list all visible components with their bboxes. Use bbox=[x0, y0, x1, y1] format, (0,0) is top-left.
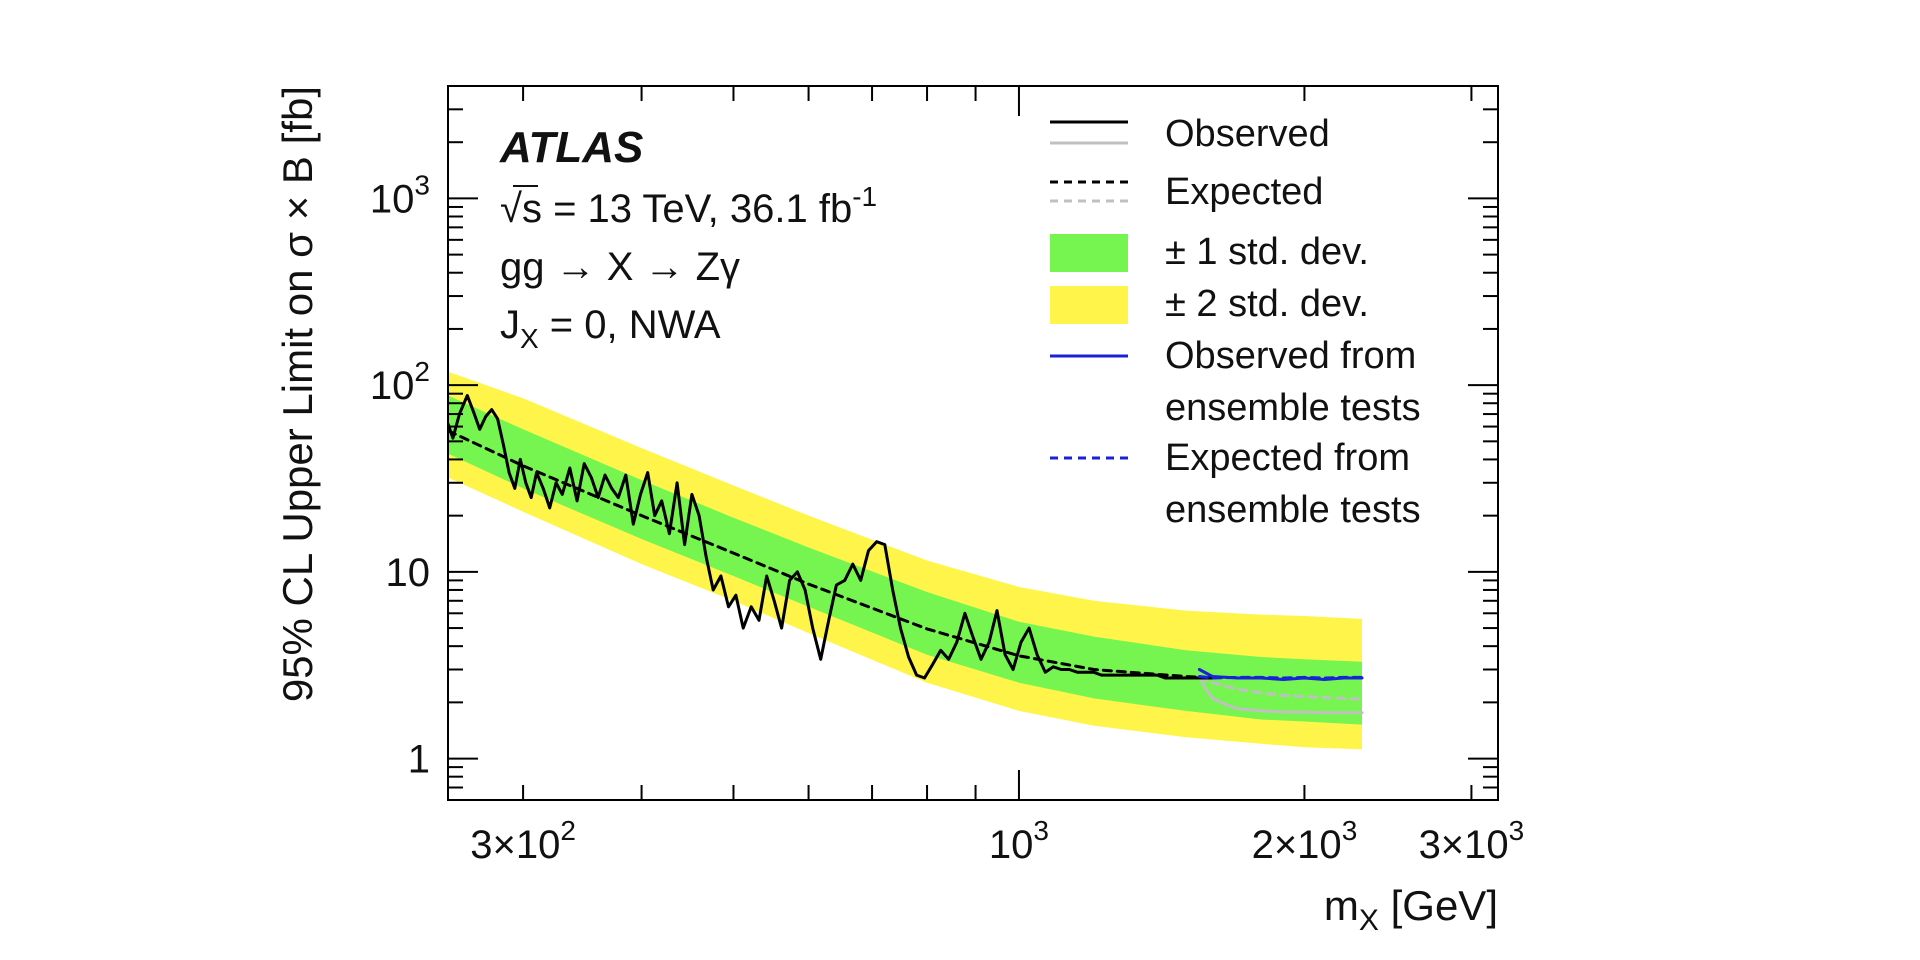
energy-lumi-label: √s = 13 TeV, 36.1 fb-1 bbox=[500, 181, 877, 231]
process-label: gg → X → Zγ bbox=[500, 245, 740, 289]
y-axis-label: 95% CL Upper Limit on σ × B [fb] bbox=[274, 86, 321, 702]
legend: Observed Expected ± 1 std. dev. ± 2 std.… bbox=[1050, 113, 1421, 531]
legend-label-observed-ensemble-2: ensemble tests bbox=[1165, 387, 1421, 429]
plot-frame bbox=[447, 85, 1499, 801]
series-observed bbox=[448, 394, 1214, 680]
y-tick-label: 1 bbox=[408, 738, 430, 782]
experiment-label: ATLAS bbox=[499, 123, 643, 172]
limit-curves bbox=[448, 394, 1364, 715]
legend-label-one-sigma: ± 1 std. dev. bbox=[1165, 231, 1369, 273]
legend-label-observed-ensemble-1: Observed from bbox=[1165, 335, 1416, 377]
axis-ticks bbox=[448, 85, 1498, 801]
tick-labels: 1 10 102 103 3×102 103 2×103 3×103 bbox=[370, 169, 1524, 867]
legend-label-two-sigma: ± 2 std. dev. bbox=[1165, 283, 1369, 325]
band-one-sigma bbox=[448, 395, 1362, 725]
legend-label-expected: Expected bbox=[1165, 171, 1323, 213]
x-tick-label: 2×103 bbox=[1252, 815, 1358, 867]
series-observed-asymptotic bbox=[1197, 673, 1364, 715]
legend-swatch-one-sigma bbox=[1050, 234, 1128, 272]
legend-label-expected-ensemble-1: Expected from bbox=[1165, 437, 1410, 479]
y-tick-label: 10 bbox=[386, 551, 431, 595]
y-tick-label: 103 bbox=[370, 169, 430, 221]
x-tick-label: 3×103 bbox=[1419, 815, 1525, 867]
x-tick-label: 103 bbox=[989, 815, 1049, 867]
legend-swatch-two-sigma bbox=[1050, 286, 1128, 324]
x-tick-label: 3×102 bbox=[470, 815, 576, 867]
uncertainty-bands bbox=[448, 371, 1362, 750]
legend-label-expected-ensemble-2: ensemble tests bbox=[1165, 489, 1421, 531]
legend-label-observed: Observed bbox=[1165, 113, 1330, 155]
series-expected-ensemble bbox=[1197, 675, 1364, 680]
x-axis-label: mX [GeV] bbox=[1324, 882, 1498, 937]
model-label: JX = 0, NWA bbox=[500, 303, 721, 354]
series-expected-asymptotic bbox=[1197, 675, 1364, 701]
y-tick-label: 102 bbox=[370, 356, 430, 408]
series-expected bbox=[448, 429, 1214, 680]
